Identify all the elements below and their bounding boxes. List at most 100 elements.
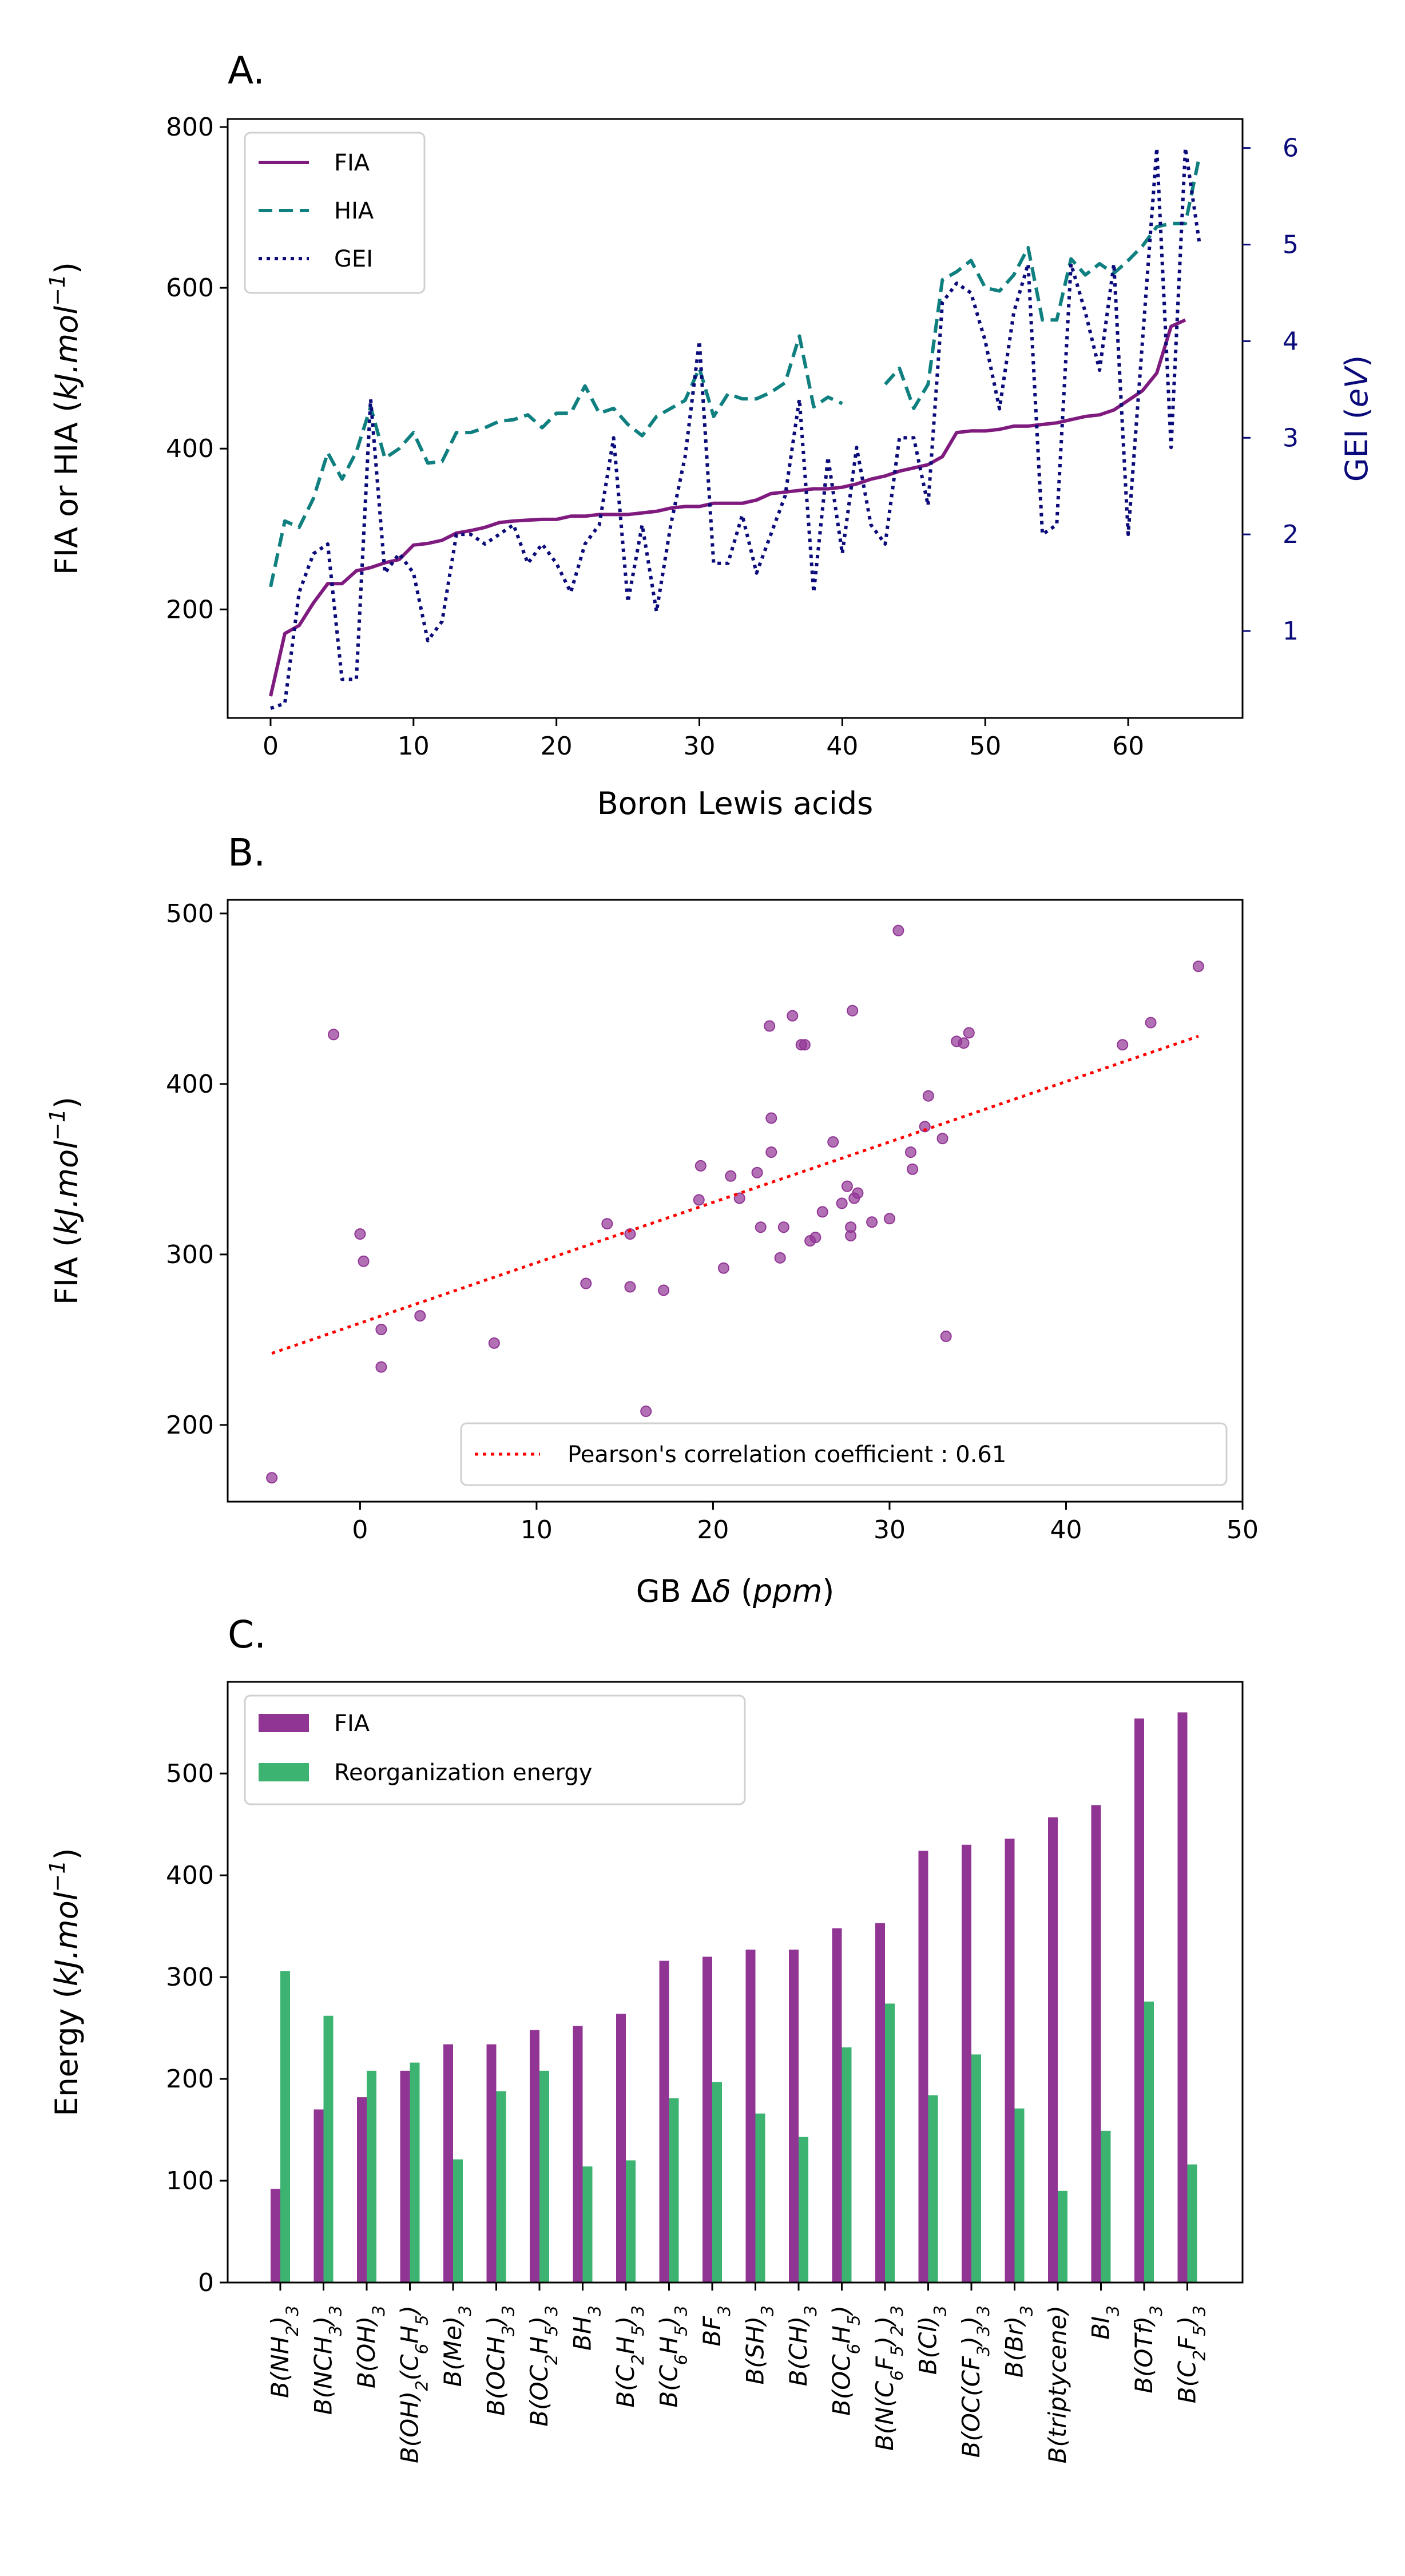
y-tick-label: 800 — [166, 113, 214, 142]
x-tick-label: B(N(C6F5)2)3 — [871, 2305, 907, 2451]
scatter-point — [375, 1324, 387, 1336]
panel-c-label: C. — [228, 1613, 266, 1657]
bar-fia — [659, 1960, 669, 2283]
scatter-point — [488, 1337, 500, 1349]
panel-a-line-chart: A. 0 10 20 30 40 50 60 200 400 600 800 1 2 3 4 5 6 Boron L… — [45, 49, 1375, 821]
scatter-point — [787, 1010, 799, 1022]
x-tick-label: 40 — [826, 732, 858, 761]
x-tick-label: 30 — [684, 732, 716, 761]
scatter-point — [799, 1039, 811, 1051]
bar-fia — [357, 2097, 367, 2283]
bar-reorganization-energy — [626, 2160, 636, 2283]
regression-line — [271, 1035, 1199, 1355]
bar-reorganization-energy — [1014, 2108, 1025, 2283]
bar-fia — [573, 2026, 583, 2283]
x-tick-label: 0 — [352, 1515, 368, 1545]
y-tick-label: 500 — [166, 1759, 214, 1788]
series-hia-line — [269, 154, 1201, 588]
scatter-point — [375, 1361, 387, 1373]
legend-box — [244, 132, 426, 294]
x-tick-label: B(OC6H5) — [828, 2305, 864, 2416]
bar-reorganization-energy — [496, 2091, 506, 2283]
scatter-point — [845, 1230, 857, 1242]
scatter-point — [1117, 1039, 1129, 1051]
bar-fia — [486, 2044, 497, 2283]
bar-fia — [271, 2189, 280, 2283]
bar-reorganization-energy — [669, 2098, 679, 2283]
bar-fia — [1091, 1805, 1101, 2283]
legend-box — [244, 1694, 746, 1805]
x-tick-label: B(OTf)3 — [1130, 2305, 1166, 2394]
scatter-point — [852, 1187, 864, 1199]
x-tick-label: 40 — [1050, 1515, 1082, 1545]
x-tick-label: 10 — [521, 1515, 553, 1545]
scatter-point — [892, 924, 904, 936]
scatter-point — [755, 1221, 767, 1233]
y-axis-label: FIA or HIA (kJ.mol−1) — [45, 262, 85, 575]
y-tick-label: 100 — [166, 2166, 214, 2196]
bar-fia — [745, 1950, 756, 2283]
y-right-tick-label: 2 — [1283, 520, 1299, 549]
y-axis-label: FIA (kJ.mol−1) — [45, 1097, 85, 1305]
bar-fia — [1048, 1817, 1058, 2283]
y-tick-label: 400 — [166, 434, 214, 463]
series-fia-line — [269, 318, 1186, 697]
y-right-tick-label: 5 — [1283, 231, 1299, 260]
scatter-point — [777, 1221, 789, 1233]
bar-fia — [875, 1923, 885, 2283]
panel-a-label: A. — [228, 49, 265, 93]
x-tick-label: 20 — [541, 732, 573, 761]
legend-label-fia: FIA — [334, 150, 370, 176]
x-tick-label: 50 — [1227, 1515, 1259, 1545]
bar-fia — [789, 1950, 799, 2283]
bar-reorganization-energy — [1144, 2001, 1154, 2283]
y-tick-label: 0 — [198, 2268, 214, 2297]
y-tick-label: 200 — [166, 2065, 214, 2094]
legend-label-hia: HIA — [334, 198, 374, 224]
scatter-point — [580, 1277, 592, 1289]
y-right-tick-label: 4 — [1283, 327, 1299, 356]
scatter-point — [816, 1206, 828, 1218]
bar-reorganization-energy — [1058, 2190, 1067, 2283]
y-tick-label: 200 — [166, 595, 214, 624]
x-tick-label: B(OH)3 — [352, 2305, 388, 2388]
x-tick-label: B(OH)2(C6H5) — [396, 2305, 432, 2463]
scatter-point — [765, 1146, 777, 1158]
x-tick-label: B(C2H5)3 — [612, 2305, 648, 2408]
bar-reorganization-energy — [410, 2062, 420, 2283]
legend-swatch-fia — [259, 1714, 309, 1732]
x-tick-label: B(triptycene) — [1043, 2305, 1071, 2463]
legend-box — [460, 1422, 1228, 1486]
y-tick-label: 300 — [166, 1963, 214, 1992]
legend-swatch-reorganization-energy — [259, 1763, 309, 1781]
scatter-point — [624, 1281, 636, 1293]
scatter-point — [1145, 1017, 1157, 1029]
bar-fia — [918, 1851, 928, 2283]
bar-reorganization-energy — [323, 2015, 334, 2283]
x-tick-label: B(CH)3 — [784, 2305, 820, 2386]
legend-label-pearson: Pearson's correlation coefficient : 0.61 — [567, 1442, 1006, 1468]
x-tick-label: B(C6H5)3 — [655, 2305, 691, 2408]
x-tick-label: B(OCH3)3 — [482, 2305, 518, 2416]
scatter-point — [717, 1262, 729, 1274]
panel-b-plot-frame — [227, 899, 1244, 1503]
bar-fia — [1134, 1718, 1144, 2283]
legend: FIA Reorganization energy — [244, 1694, 746, 1805]
panel-b-label: B. — [228, 831, 265, 875]
y-tick-label: 600 — [166, 273, 214, 303]
x-tick-label: 0 — [263, 732, 279, 761]
legend: Pearson's correlation coefficient : 0.61 — [460, 1422, 1228, 1486]
bar-fia — [1005, 1839, 1015, 2283]
x-tick-label: B(OC(CF3)3)3 — [957, 2305, 993, 2458]
bar-reorganization-energy — [842, 2047, 852, 2283]
x-tick-label: BF3 — [698, 2305, 734, 2347]
bar-reorganization-energy — [1187, 2164, 1197, 2283]
x-axis-label: Boron Lewis acids — [597, 785, 874, 821]
x-tick-label: B(Br)3 — [1001, 2305, 1037, 2377]
scatter-point — [601, 1218, 613, 1230]
x-tick-label: 10 — [398, 732, 430, 761]
x-axis-label: GB Δδ (ppm) — [636, 1573, 835, 1609]
scatter-point — [266, 1472, 278, 1484]
y-tick-label: 500 — [166, 899, 214, 928]
